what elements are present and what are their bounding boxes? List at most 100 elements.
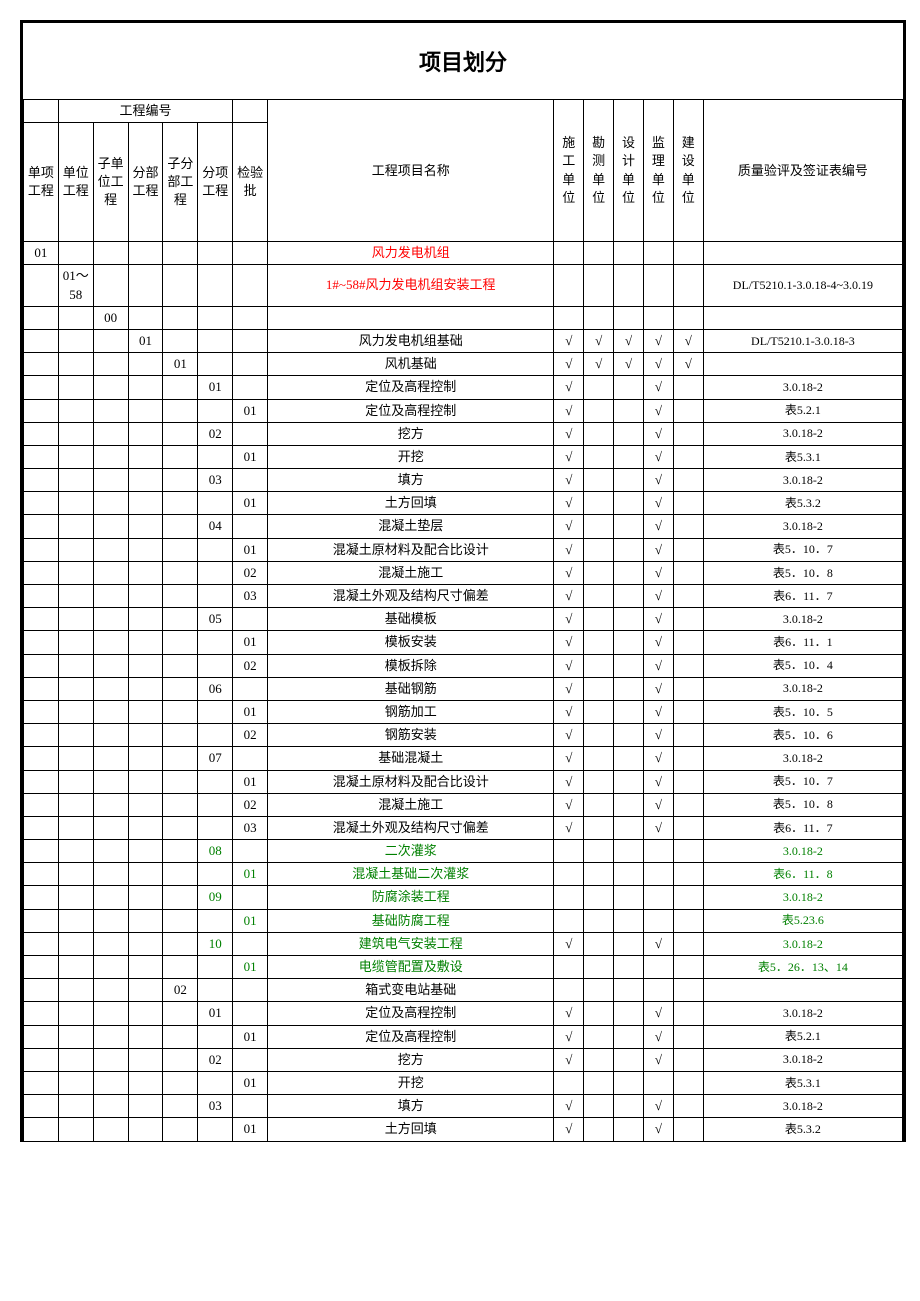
cell-c4: 01: [128, 329, 163, 352]
cell-c3: [93, 242, 128, 265]
cell-u2: [584, 770, 614, 793]
cell-u1: √: [554, 422, 584, 445]
cell-u1: √: [554, 700, 584, 723]
cell-c4: [128, 979, 163, 1002]
cell-c1: [24, 585, 59, 608]
cell-qual: 表6．11．8: [703, 863, 902, 886]
cell-c3: [93, 353, 128, 376]
cell-c1: [24, 561, 59, 584]
cell-c4: [128, 747, 163, 770]
cell-u5: √: [673, 353, 703, 376]
cell-name: 土方回填: [268, 492, 554, 515]
cell-c4: [128, 561, 163, 584]
cell-u3: [614, 306, 644, 329]
proj-num-header: 工程编号: [58, 100, 232, 123]
cell-c1: [24, 329, 59, 352]
cell-c7: [233, 1048, 268, 1071]
table-row: 02混凝土施工√√表5．10．8: [24, 793, 903, 816]
cell-c5: [163, 677, 198, 700]
cell-u4: √: [644, 654, 674, 677]
table-row: 01土方回填√√表5.3.2: [24, 1118, 903, 1141]
cell-u3: [614, 561, 644, 584]
cell-c4: [128, 1095, 163, 1118]
cell-u1: √: [554, 793, 584, 816]
cell-c1: [24, 770, 59, 793]
cell-c2: [58, 863, 93, 886]
cell-c5: [163, 840, 198, 863]
table-row: 02挖方√√3.0.18-2: [24, 422, 903, 445]
cell-u3: [614, 724, 644, 747]
cell-u3: [614, 538, 644, 561]
cell-u4: √: [644, 770, 674, 793]
cell-name: 电缆管配置及敷设: [268, 956, 554, 979]
cell-name: 土方回填: [268, 1118, 554, 1141]
cell-c7: [233, 422, 268, 445]
cell-c5: [163, 724, 198, 747]
cell-u5: [673, 909, 703, 932]
cell-c3: [93, 399, 128, 422]
cell-c5: [163, 654, 198, 677]
cell-c2: [58, 608, 93, 631]
cell-u4: [644, 1071, 674, 1094]
cell-u1: [554, 242, 584, 265]
cell-qual: 表6．11．7: [703, 585, 902, 608]
cell-u1: [554, 840, 584, 863]
cell-c7: [233, 376, 268, 399]
cell-c6: 09: [198, 886, 233, 909]
cell-c1: [24, 1002, 59, 1025]
cell-u5: [673, 515, 703, 538]
cell-u3: [614, 979, 644, 1002]
cell-c6: [198, 399, 233, 422]
cell-c7: 03: [233, 585, 268, 608]
cell-u1: [554, 909, 584, 932]
cell-c7: 02: [233, 561, 268, 584]
cell-c4: [128, 422, 163, 445]
cell-c5: [163, 608, 198, 631]
cell-c2: [58, 886, 93, 909]
cell-name: 定位及高程控制: [268, 1025, 554, 1048]
cell-c1: [24, 979, 59, 1002]
cell-c6: 01: [198, 1002, 233, 1025]
cell-c7: [233, 1095, 268, 1118]
cell-u5: [673, 677, 703, 700]
cell-u1: √: [554, 1095, 584, 1118]
cell-c5: [163, 816, 198, 839]
cell-u3: [614, 445, 644, 468]
cell-c7: 01: [233, 445, 268, 468]
col-c7: 检验批: [233, 123, 268, 242]
cell-c2: [58, 631, 93, 654]
cell-c6: [198, 793, 233, 816]
cell-qual: 表5．26．13、14: [703, 956, 902, 979]
cell-name: 混凝土原材料及配合比设计: [268, 770, 554, 793]
table-header: 工程编号 工程项目名称 施工单位 勘测单位 设计单位 监理单位 建设单位 质量验…: [24, 100, 903, 242]
cell-c2: [58, 956, 93, 979]
cell-name: 风机基础: [268, 353, 554, 376]
cell-c4: [128, 538, 163, 561]
cell-c4: [128, 816, 163, 839]
cell-c2: [58, 242, 93, 265]
cell-name: 模板安装: [268, 631, 554, 654]
cell-c7: [233, 265, 268, 306]
cell-u2: [584, 956, 614, 979]
col-u2: 勘测单位: [584, 100, 614, 242]
cell-u4: √: [644, 376, 674, 399]
cell-c4: [128, 469, 163, 492]
cell-c6: 06: [198, 677, 233, 700]
cell-u2: [584, 399, 614, 422]
cell-u3: [614, 863, 644, 886]
cell-c2: [58, 1002, 93, 1025]
cell-name: 基础钢筋: [268, 677, 554, 700]
cell-u3: [614, 469, 644, 492]
cell-qual: 3.0.18-2: [703, 677, 902, 700]
cell-c7: [233, 677, 268, 700]
cell-c2: [58, 538, 93, 561]
table-row: 02模板拆除√√表5．10．4: [24, 654, 903, 677]
cell-c3: 00: [93, 306, 128, 329]
cell-u3: [614, 1002, 644, 1025]
cell-c3: [93, 469, 128, 492]
cell-u5: [673, 793, 703, 816]
cell-c1: [24, 886, 59, 909]
cell-u5: [673, 1071, 703, 1094]
cell-u5: [673, 399, 703, 422]
table-row: 01定位及高程控制√√表5.2.1: [24, 399, 903, 422]
